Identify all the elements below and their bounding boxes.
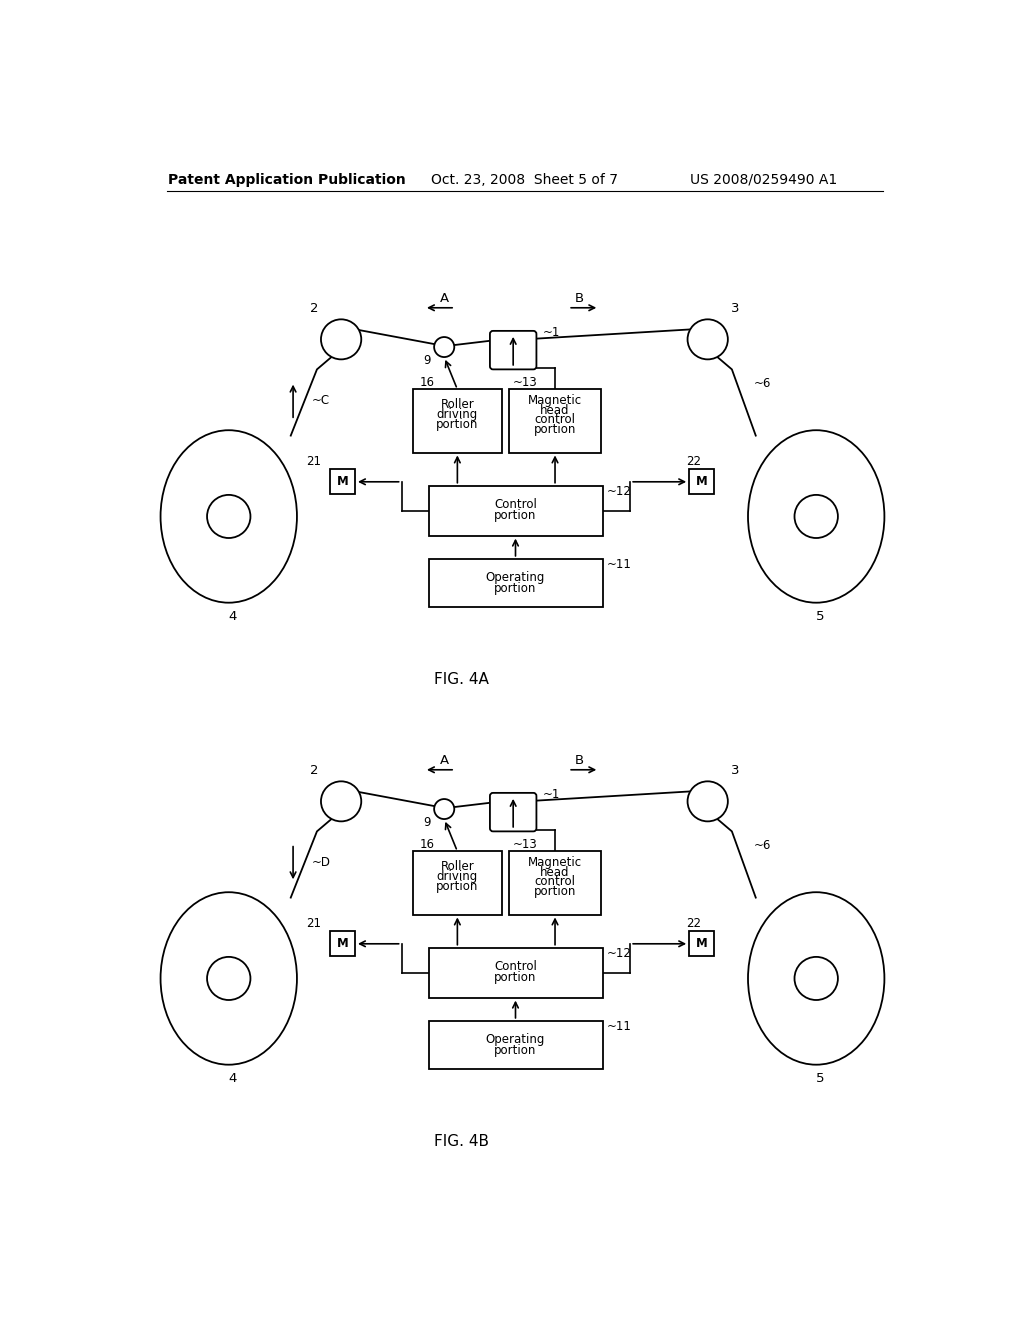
Text: ~12: ~12 (607, 948, 632, 961)
Circle shape (207, 495, 251, 539)
Text: ~11: ~11 (607, 1020, 632, 1034)
Circle shape (434, 337, 455, 358)
Text: head: head (541, 404, 569, 417)
Text: head: head (541, 866, 569, 879)
Circle shape (321, 319, 361, 359)
Text: Operating: Operating (485, 1032, 545, 1045)
Text: portion: portion (436, 880, 478, 894)
Text: ~1: ~1 (543, 788, 560, 801)
Text: 3: 3 (730, 302, 739, 315)
Bar (689, 470, 714, 494)
Bar (429, 558, 603, 607)
Text: portion: portion (436, 418, 478, 432)
Text: 3: 3 (730, 764, 739, 777)
Bar (509, 851, 601, 915)
Text: 22: 22 (686, 917, 701, 931)
Text: B: B (574, 754, 584, 767)
Text: Control: Control (494, 961, 537, 973)
Text: FIG. 4B: FIG. 4B (434, 1134, 488, 1150)
Bar (689, 932, 714, 956)
Bar (429, 948, 603, 998)
Text: 16: 16 (420, 376, 434, 389)
Text: ~1: ~1 (543, 326, 560, 339)
Text: 9: 9 (423, 354, 431, 367)
Circle shape (207, 957, 251, 1001)
Text: Roller: Roller (440, 861, 474, 874)
Bar (429, 486, 603, 536)
Text: portion: portion (534, 422, 577, 436)
Text: Magnetic: Magnetic (528, 395, 582, 408)
Text: portion: portion (495, 510, 537, 523)
Circle shape (795, 957, 838, 1001)
Text: Control: Control (494, 499, 537, 511)
Text: M: M (695, 937, 708, 950)
Text: 9: 9 (423, 816, 431, 829)
Text: Magnetic: Magnetic (528, 857, 582, 870)
Text: M: M (337, 937, 348, 950)
Bar (429, 1020, 603, 1069)
Text: ~13: ~13 (513, 376, 538, 389)
Ellipse shape (161, 430, 297, 603)
Text: control: control (535, 875, 575, 888)
Text: driving: driving (437, 870, 478, 883)
Ellipse shape (748, 892, 885, 1065)
Text: 21: 21 (306, 917, 321, 931)
Text: Oct. 23, 2008  Sheet 5 of 7: Oct. 23, 2008 Sheet 5 of 7 (431, 173, 618, 187)
Text: 2: 2 (309, 764, 318, 777)
Text: control: control (535, 413, 575, 426)
Circle shape (321, 781, 361, 821)
Ellipse shape (161, 892, 297, 1065)
Text: M: M (337, 475, 348, 488)
Text: 16: 16 (420, 838, 434, 851)
Text: FIG. 4A: FIG. 4A (434, 672, 488, 688)
Text: 5: 5 (816, 1072, 824, 1085)
Text: ~11: ~11 (607, 558, 632, 572)
Text: A: A (439, 754, 449, 767)
Text: portion: portion (495, 1044, 537, 1056)
Text: ~6: ~6 (755, 376, 771, 389)
Bar (414, 389, 503, 453)
Text: 4: 4 (228, 1072, 237, 1085)
FancyBboxPatch shape (489, 331, 537, 370)
Text: ~6: ~6 (755, 838, 771, 851)
Bar (414, 851, 503, 915)
Text: Roller: Roller (440, 399, 474, 412)
Text: portion: portion (495, 972, 537, 985)
Circle shape (434, 799, 455, 818)
Text: 4: 4 (228, 610, 237, 623)
Text: US 2008/0259490 A1: US 2008/0259490 A1 (690, 173, 838, 187)
FancyBboxPatch shape (489, 793, 537, 832)
Text: Patent Application Publication: Patent Application Publication (168, 173, 406, 187)
Text: M: M (695, 475, 708, 488)
Text: A: A (439, 292, 449, 305)
Circle shape (687, 319, 728, 359)
Text: B: B (574, 292, 584, 305)
Circle shape (795, 495, 838, 539)
Text: portion: portion (534, 884, 577, 898)
Text: ~13: ~13 (513, 838, 538, 851)
Text: driving: driving (437, 408, 478, 421)
Text: 22: 22 (686, 455, 701, 469)
Text: ~C: ~C (311, 395, 330, 408)
Text: ~12: ~12 (607, 486, 632, 499)
Bar (331, 470, 355, 494)
Text: Operating: Operating (485, 570, 545, 583)
Text: 21: 21 (306, 455, 321, 469)
Bar (331, 932, 355, 956)
Circle shape (687, 781, 728, 821)
Text: portion: portion (495, 582, 537, 594)
Text: 5: 5 (816, 610, 824, 623)
Bar (509, 389, 601, 453)
Ellipse shape (748, 430, 885, 603)
Text: 2: 2 (309, 302, 318, 315)
Text: ~D: ~D (311, 857, 331, 870)
